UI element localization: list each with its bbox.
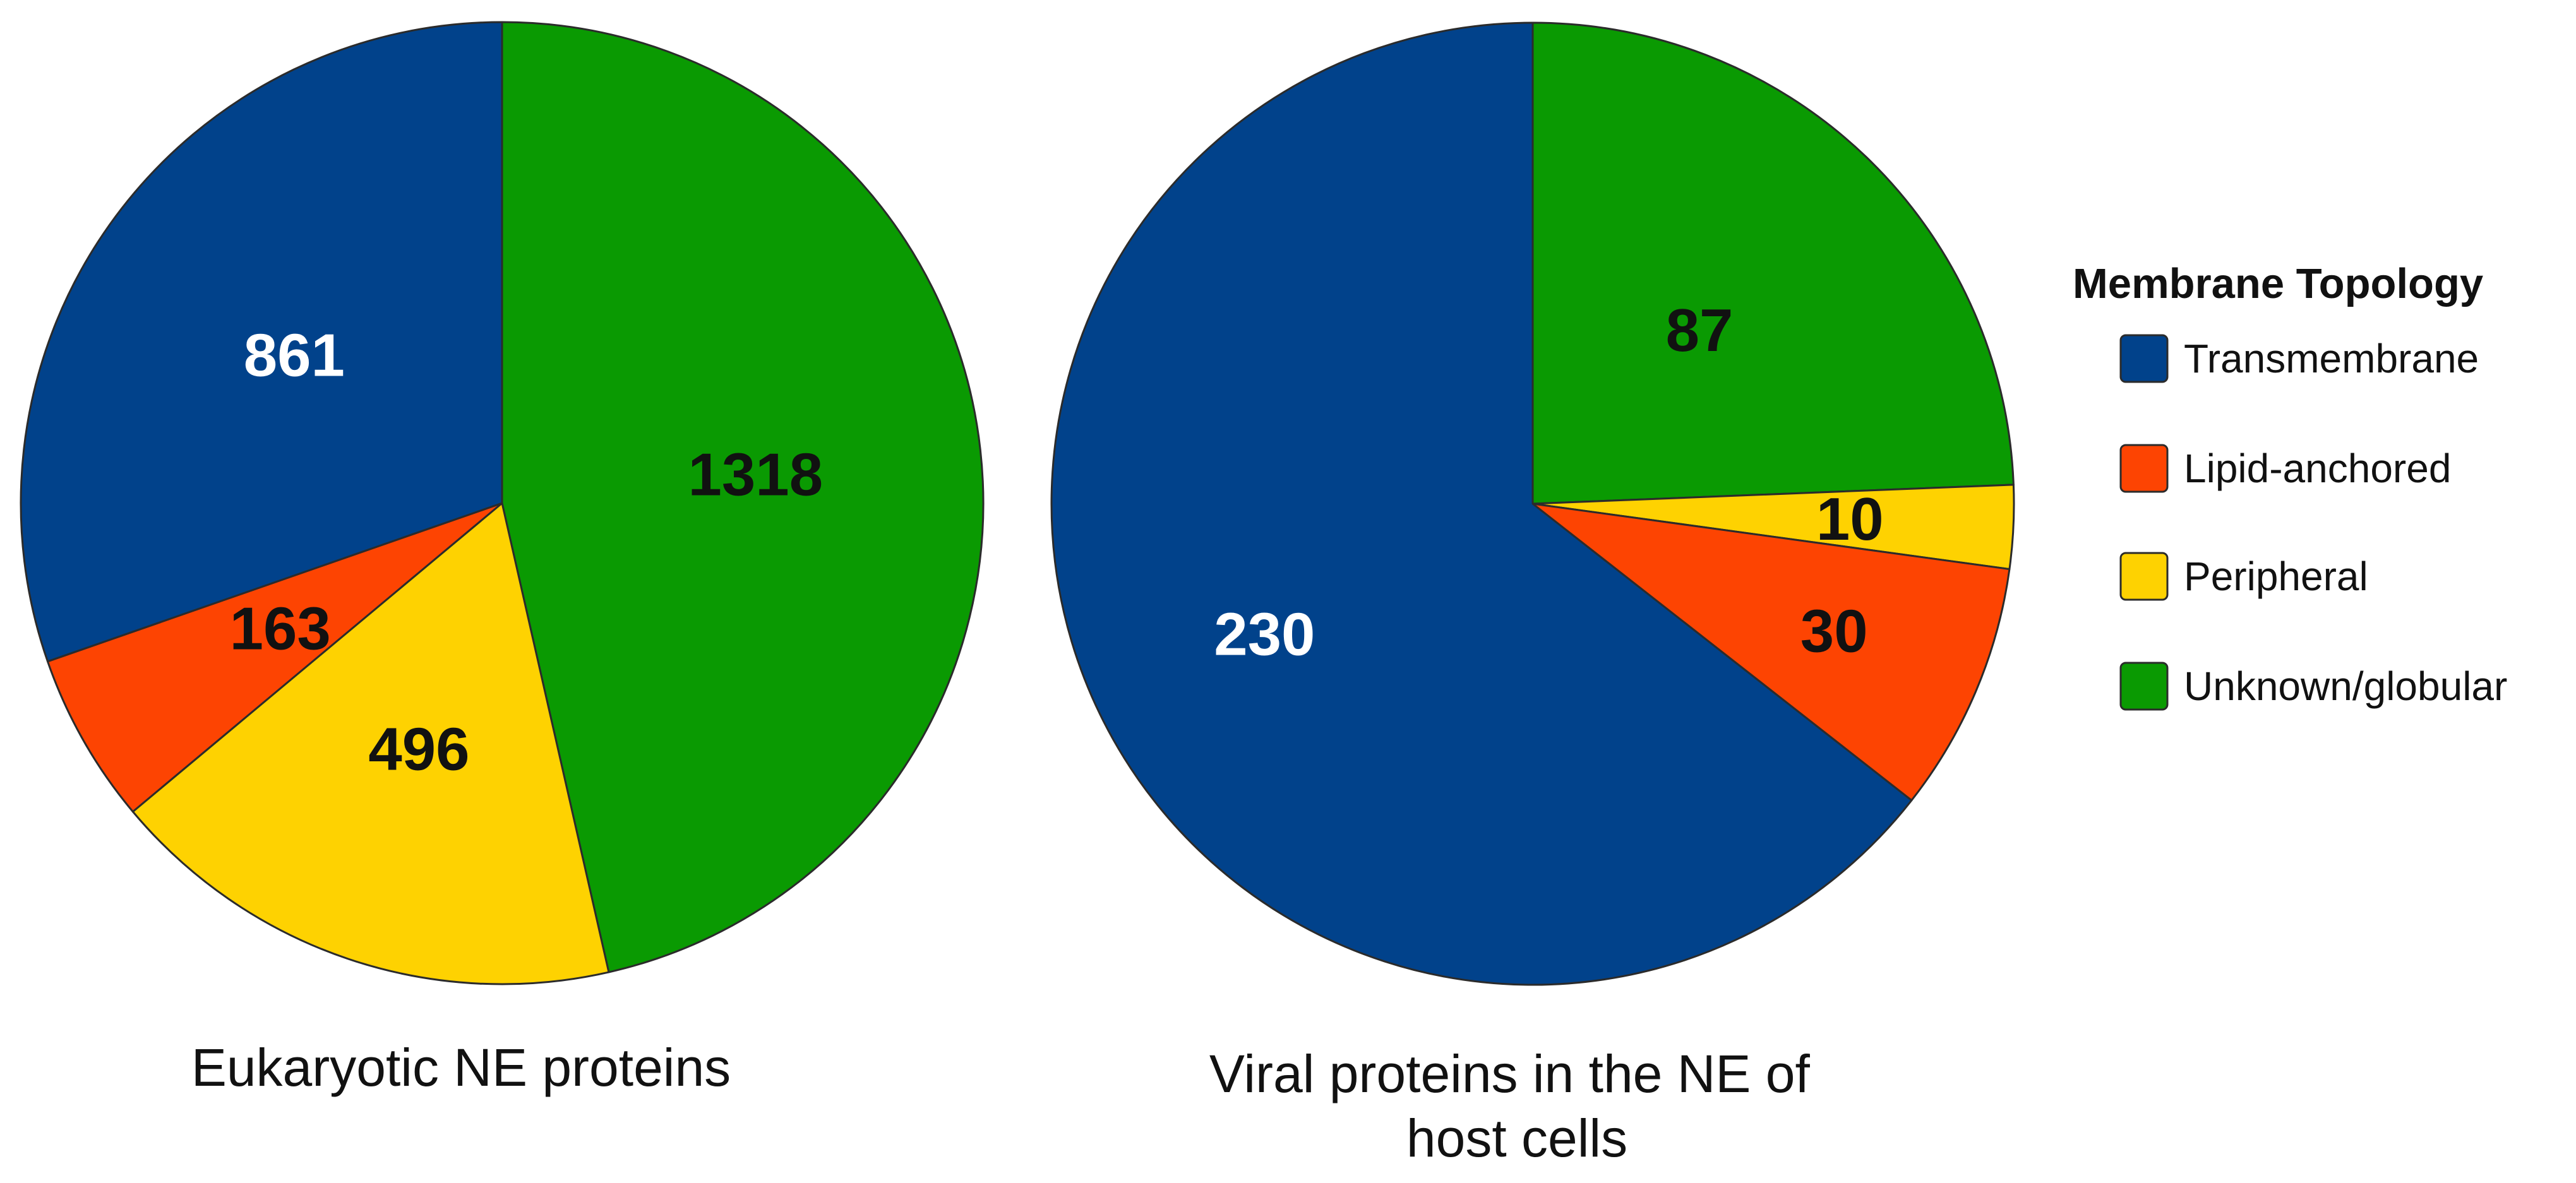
viral-slice-unknown-globular (1531, 21, 2015, 505)
viral-label-unknown-globular: 87 (1666, 297, 1734, 364)
legend-label-peripheral: Peripheral (2184, 554, 2368, 599)
viral-label-lipid-anchored: 30 (1800, 598, 1868, 665)
eukaryotic-slice-lipid-anchored (46, 502, 503, 813)
viral-slice-transmembrane (1050, 21, 1913, 986)
legend-label-lipid-anchored: Lipid-anchored (2184, 446, 2451, 491)
viral-chart-title: Viral proteins in the NE of host cells (1209, 1044, 1824, 1168)
eukaryotic-chart-title-line: Eukaryotic NE proteins (191, 1038, 731, 1097)
legend-label-unknown-globular: Unknown/globular (2184, 663, 2507, 709)
eukaryotic-slice-peripheral (131, 502, 610, 985)
viral-slice-lipid-anchored (1531, 502, 2011, 802)
legend-item-transmembrane: Transmembrane (2119, 334, 2479, 383)
legend-item-peripheral: Peripheral (2119, 552, 2368, 601)
viral-label-peripheral: 10 (1816, 485, 1884, 553)
eukaryotic-label-lipid-anchored: 163 (230, 595, 331, 663)
eukaryotic-pie-chart: 1318 496 163 861 (20, 21, 985, 985)
legend-swatch-transmembrane (2119, 334, 2169, 383)
eukaryotic-label-unknown-globular: 1318 (688, 441, 824, 508)
eukaryotic-slice-transmembrane (20, 21, 503, 663)
legend: Membrane Topology Transmembrane Lipid-an… (2073, 260, 2507, 711)
viral-chart-title-line-1: Viral proteins in the NE of (1209, 1044, 1811, 1103)
legend-item-unknown-globular: Unknown/globular (2119, 662, 2507, 711)
viral-pie-chart: 87 10 30 230 (1050, 21, 2015, 986)
eukaryotic-slice-unknown-globular (501, 21, 985, 973)
eukaryotic-label-peripheral: 496 (368, 715, 469, 783)
viral-chart-title-line-2: host cells (1406, 1109, 1627, 1168)
viral-label-transmembrane: 230 (1214, 600, 1315, 668)
eukaryotic-chart-title: Eukaryotic NE proteins (191, 1038, 731, 1097)
legend-swatch-unknown-globular (2119, 662, 2169, 711)
legend-label-transmembrane: Transmembrane (2184, 336, 2479, 381)
eukaryotic-label-transmembrane: 861 (244, 322, 345, 389)
legend-swatch-lipid-anchored (2119, 444, 2169, 493)
legend-swatch-peripheral (2119, 552, 2169, 601)
legend-item-lipid-anchored: Lipid-anchored (2119, 444, 2451, 493)
legend-title: Membrane Topology (2073, 260, 2483, 307)
